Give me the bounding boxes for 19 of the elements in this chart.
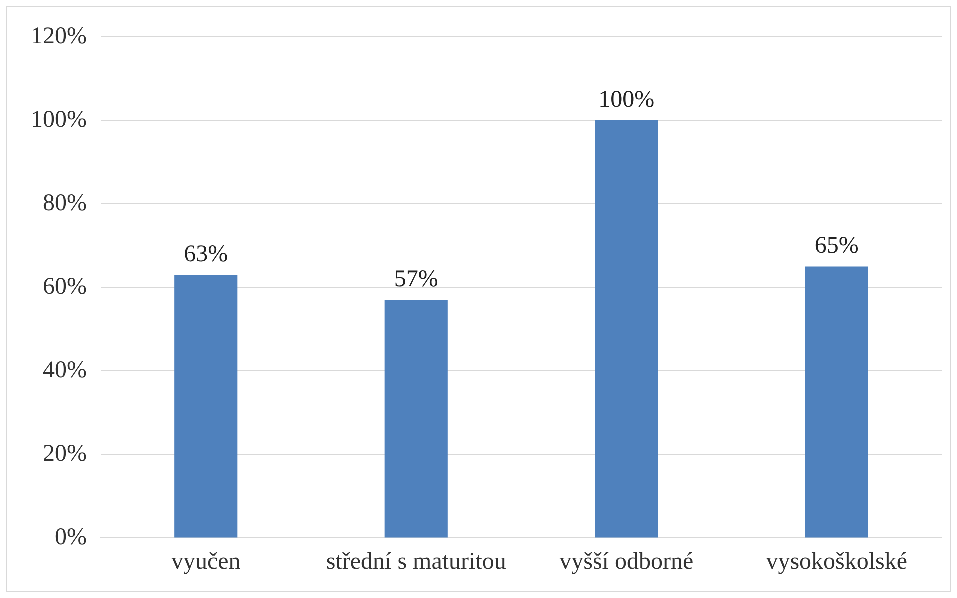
- y-tick-label: 0%: [54, 524, 87, 550]
- x-tick-label: vysokoškolské: [766, 548, 908, 575]
- bar: [595, 120, 658, 538]
- data-label: 57%: [394, 266, 438, 292]
- data-label: 63%: [184, 241, 228, 268]
- x-tick-label: vyšší odborné: [560, 548, 694, 575]
- y-tick-label: 60%: [42, 274, 87, 300]
- bar: [384, 300, 448, 538]
- y-tick-label: 120%: [30, 23, 87, 50]
- data-label: 65%: [814, 233, 859, 260]
- data-label: 100%: [598, 86, 655, 113]
- bar: [174, 275, 238, 538]
- y-tick-label: 40%: [42, 357, 87, 384]
- y-tick-label: 20%: [42, 440, 87, 467]
- x-tick-label: vyučen: [171, 548, 241, 575]
- y-tick-label: 100%: [30, 106, 87, 133]
- y-tick-label: 80%: [42, 190, 87, 216]
- bar: [805, 266, 868, 538]
- x-tick-label: střední s maturitou: [326, 548, 506, 575]
